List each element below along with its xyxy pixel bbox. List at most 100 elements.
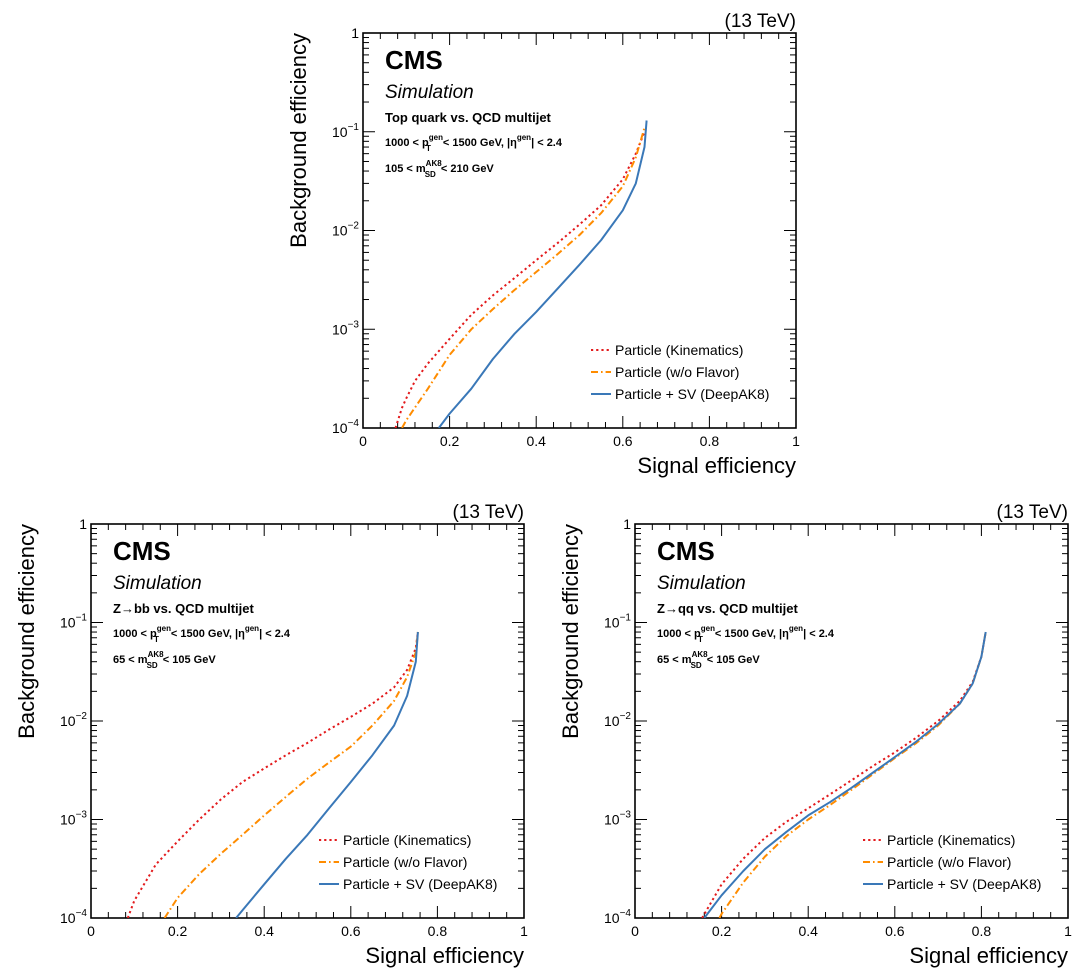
x-axis-label: Signal efficiency — [637, 453, 796, 478]
x-tick-label: 0 — [631, 923, 639, 939]
cut-superscript: gen — [429, 133, 443, 142]
pt-eta-cut: 1000 < pgen T < 1500 GeV, |ηgen| < 2.4 — [657, 624, 835, 644]
pt-eta-cut: 1000 < pgen T < 1500 GeV, |ηgen| < 2.4 — [113, 624, 291, 644]
y-tick-base: 10 — [332, 124, 348, 140]
simulation-label: Simulation — [385, 82, 474, 103]
x-tick-label: 0.8 — [700, 433, 720, 449]
cut-text: 1000 < p — [657, 628, 701, 640]
y-tick-exponent: −1 — [620, 613, 632, 624]
x-tick-label: 0.2 — [440, 433, 460, 449]
cut-subscript: SD — [691, 661, 702, 670]
x-tick-label: 0.4 — [526, 433, 546, 449]
y-tick-label: 10−1 — [332, 122, 359, 140]
y-tick-base: 10 — [332, 420, 348, 436]
cut-subscript: T — [154, 635, 159, 644]
energy-label: (13 TeV) — [725, 11, 796, 32]
y-tick-base: 1 — [351, 25, 359, 41]
experiment-label: CMS — [385, 45, 443, 75]
y-tick-label: 10−2 — [604, 711, 631, 729]
legend-label: Particle + SV (DeepAK8) — [343, 876, 497, 892]
legend-label: Particle + SV (DeepAK8) — [615, 386, 769, 402]
y-tick-exponent: −3 — [348, 319, 360, 330]
y-tick-label: 10−4 — [604, 908, 631, 926]
y-tick-base: 10 — [604, 910, 620, 926]
x-tick-label: 0.4 — [254, 923, 274, 939]
cut-superscript: gen — [789, 624, 803, 633]
cut-text: < 1500 GeV, |η — [712, 628, 789, 640]
y-tick-label: 10−3 — [60, 810, 87, 828]
y-tick-base: 10 — [604, 812, 620, 828]
legend-label: Particle + SV (DeepAK8) — [887, 876, 1041, 892]
mass-cut: 65 < mAK8 SD < 105 GeV — [113, 650, 216, 670]
y-tick-base: 1 — [79, 516, 87, 532]
legend-label: Particle (w/o Flavor) — [615, 364, 739, 380]
y-tick-base: 10 — [60, 812, 76, 828]
x-tick-label: 1 — [792, 433, 800, 449]
legend-label: Particle (Kinematics) — [343, 832, 471, 848]
y-axis-label: Background efficiency — [558, 524, 583, 739]
cut-text: < 1500 GeV, |η — [168, 628, 245, 640]
x-tick-label: 1 — [520, 923, 528, 939]
y-tick-label: 10−4 — [332, 418, 359, 436]
x-tick-label: 0.4 — [798, 923, 818, 939]
cut-text: < 1500 GeV, |η — [440, 137, 517, 149]
x-axis-label: Signal efficiency — [909, 943, 1068, 968]
y-tick-exponent: −3 — [76, 810, 88, 821]
y-tick-exponent: −2 — [620, 711, 632, 722]
y-tick-exponent: −1 — [76, 613, 88, 624]
cut-superscript: gen — [701, 624, 715, 633]
y-tick-label: 10−2 — [332, 221, 359, 239]
legend-label: Particle (w/o Flavor) — [887, 854, 1011, 870]
cut-subscript: SD — [147, 661, 158, 670]
series-line-3 — [437, 120, 648, 428]
x-axis-label: Signal efficiency — [365, 943, 524, 968]
y-tick-base: 1 — [623, 516, 631, 532]
series-line-3 — [703, 631, 987, 918]
x-tick-label: 1 — [1064, 923, 1072, 939]
energy-label: (13 TeV) — [453, 502, 524, 523]
mass-cut: 105 < mAK8 SD < 210 GeV — [385, 159, 494, 179]
y-tick-base: 10 — [60, 910, 76, 926]
x-tick-label: 0.8 — [428, 923, 448, 939]
x-tick-label: 0.6 — [341, 923, 361, 939]
y-tick-label: 10−1 — [60, 613, 87, 631]
cut-text: 105 < m — [385, 163, 426, 175]
cut-superscript: gen — [157, 624, 171, 633]
cut-text: 65 < m — [113, 654, 148, 666]
simulation-label: Simulation — [657, 573, 746, 594]
y-tick-exponent: −4 — [348, 418, 360, 429]
cut-text: 1000 < p — [113, 628, 157, 640]
process-label: Z→bb vs. QCD multijet — [113, 601, 255, 616]
x-tick-label: 0.6 — [613, 433, 633, 449]
cut-text: < 105 GeV — [704, 654, 761, 666]
cut-text: | < 2.4 — [803, 628, 835, 640]
y-tick-label: 10−4 — [60, 908, 87, 926]
y-tick-exponent: −2 — [76, 711, 88, 722]
y-tick-base: 10 — [60, 615, 76, 631]
cut-subscript: T — [698, 635, 703, 644]
cut-text: 1000 < p — [385, 137, 429, 149]
pt-eta-cut: 1000 < pgen T < 1500 GeV, |ηgen| < 2.4 — [385, 133, 563, 153]
x-tick-label: 0.2 — [712, 923, 732, 939]
y-tick-base: 10 — [60, 713, 76, 729]
y-tick-exponent: −4 — [76, 908, 88, 919]
cut-superscript: AK8 — [692, 650, 709, 659]
x-tick-label: 0 — [87, 923, 95, 939]
mass-cut: 65 < mAK8 SD < 105 GeV — [657, 650, 760, 670]
energy-label: (13 TeV) — [997, 502, 1068, 523]
cut-subscript: T — [426, 144, 431, 153]
y-tick-label: 10−1 — [604, 613, 631, 631]
cut-subscript: SD — [425, 170, 436, 179]
x-tick-label: 0.6 — [885, 923, 905, 939]
y-tick-base: 10 — [604, 713, 620, 729]
series-line-1 — [701, 631, 987, 918]
y-tick-exponent: −1 — [348, 122, 360, 133]
process-label: Z→qq vs. QCD multijet — [657, 601, 799, 616]
y-tick-label: 10−3 — [604, 810, 631, 828]
y-tick-base: 10 — [332, 223, 348, 239]
series-line-2 — [163, 631, 419, 918]
x-tick-label: 0 — [359, 433, 367, 449]
